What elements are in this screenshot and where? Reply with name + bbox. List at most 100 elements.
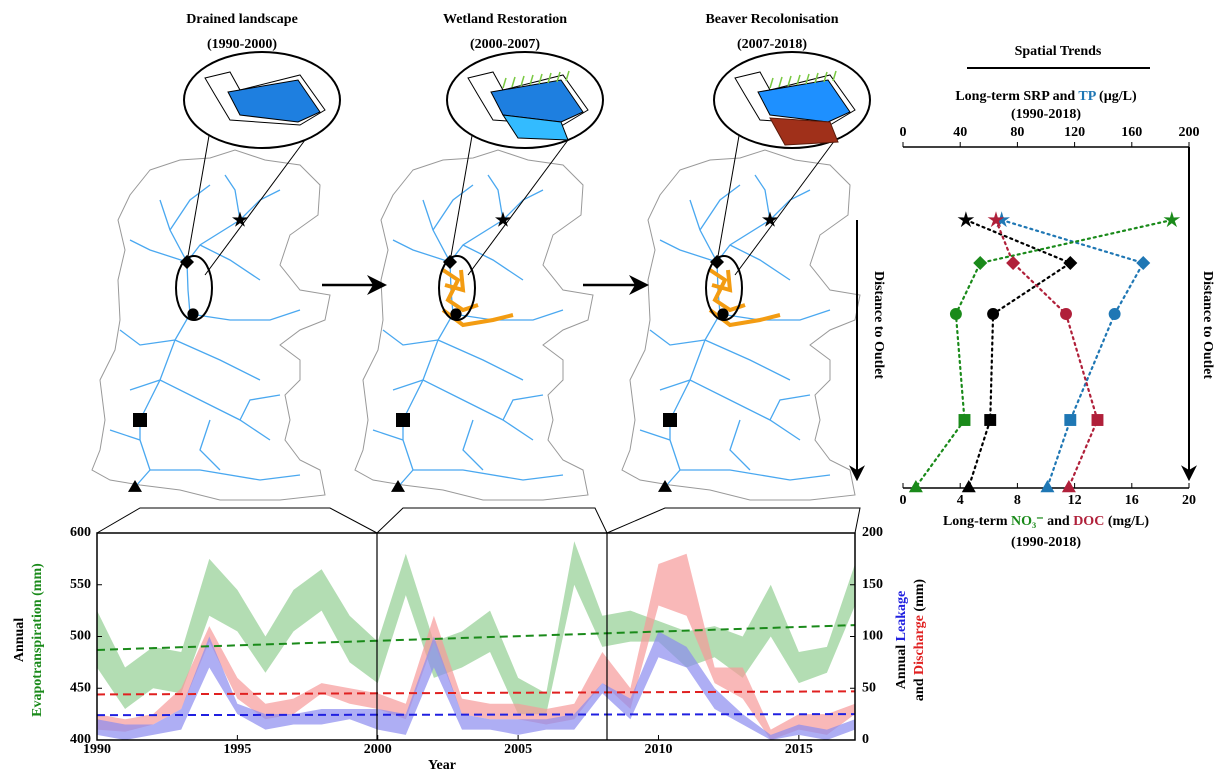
zoom-line (205, 140, 305, 275)
river (705, 340, 790, 380)
y-axis-label: Distance to Outlet (871, 271, 886, 379)
panel-period: (1990-2000) (207, 37, 277, 52)
river (463, 245, 523, 280)
point-diamond (1063, 256, 1077, 270)
y2-tick-label: 100 (862, 629, 883, 644)
x-tick-label: 2010 (644, 742, 672, 757)
connector (97, 508, 377, 533)
y2-axis-label-part: (mm) (912, 579, 927, 615)
river (730, 245, 790, 280)
river (423, 200, 450, 262)
x-tick-label: 0 (900, 493, 907, 508)
river (150, 470, 300, 480)
river (120, 330, 175, 345)
y2-tick-label: 150 (862, 577, 883, 592)
x2-axis-label-part: SRP (1023, 89, 1050, 104)
catchment-outline (92, 150, 330, 500)
point-circle (1109, 308, 1121, 320)
river (200, 245, 260, 280)
river (700, 185, 740, 230)
point-triangle (1040, 480, 1054, 492)
river (438, 340, 523, 380)
x-tick-label: 16 (1125, 493, 1139, 508)
river (423, 380, 533, 440)
river (640, 430, 670, 440)
point-star (958, 211, 975, 227)
river (770, 395, 810, 420)
river (680, 470, 830, 480)
river (650, 330, 705, 345)
x-axis-label-part: (mg/L) (1104, 514, 1149, 529)
point-square (959, 414, 971, 426)
x-axis-label: Long-term NO₃⁻ and DOC (mg/L) (943, 514, 1149, 529)
x2-axis-label-part: Long-term (955, 89, 1023, 104)
river (175, 340, 260, 380)
y-tick-label: 600 (70, 525, 91, 540)
y2-axis-label-part: Leakage (894, 591, 909, 642)
zoom-line (717, 130, 740, 262)
x2-axis-label-part: and (1049, 89, 1078, 104)
x2-axis-label-part: TP (1078, 89, 1096, 104)
river (240, 395, 280, 420)
x-tick-label: 8 (1014, 493, 1021, 508)
x-axis-label-part: DOC (1073, 514, 1104, 529)
point-circle (1060, 308, 1072, 320)
panel-title: Wetland Restoration (443, 12, 567, 27)
x2-tick-label: 80 (1010, 125, 1024, 140)
x2-tick-label: 200 (1179, 125, 1200, 140)
y2-axis-label: Distance to Outlet (1200, 271, 1215, 379)
point-star (1164, 211, 1181, 227)
site-square (396, 413, 410, 427)
time-series-chart: 4004505005506000501001502001990199520002… (12, 525, 927, 773)
river (690, 380, 800, 440)
x-axis-label: Year (428, 758, 456, 773)
x2-axis-label: Long-term SRP and TP (µg/L) (955, 89, 1137, 104)
panel-period: (2000-2007) (470, 37, 540, 52)
x-tick-label: 20 (1182, 493, 1196, 508)
x2-tick-label: 120 (1064, 125, 1085, 140)
river (503, 190, 543, 220)
y-axis-label-part: Evapotranspiration (mm) (30, 563, 45, 717)
river (413, 470, 563, 480)
river (170, 185, 210, 230)
panel-title: Drained landscape (186, 12, 298, 27)
y-axis-label: Evapotranspiration (mm) (30, 563, 45, 717)
point-square (1092, 414, 1104, 426)
river (160, 380, 270, 440)
point-circle (950, 308, 962, 320)
y2-tick-label: 200 (862, 525, 883, 540)
point-triangle (909, 480, 923, 492)
site-circle (187, 308, 198, 319)
river (160, 200, 187, 262)
x-tick-label: 2015 (785, 742, 813, 757)
x-tick-label: 2005 (504, 742, 532, 757)
y-tick-label: 550 (70, 577, 91, 592)
x-tick-label: 12 (1068, 493, 1082, 508)
river (770, 190, 810, 220)
y2-tick-label: 0 (862, 732, 869, 747)
zoom-line (450, 130, 473, 262)
river (755, 175, 770, 220)
x-axis-label-part: Long-term (943, 514, 1011, 529)
point-triangle (1062, 480, 1076, 492)
river (130, 240, 187, 262)
x-tick-label: 2000 (364, 742, 392, 757)
river (110, 430, 140, 440)
point-diamond (1136, 256, 1150, 270)
river (690, 200, 717, 262)
panel-period: (2007-2018) (737, 37, 807, 52)
site-circle (717, 308, 728, 319)
point-square (1064, 414, 1076, 426)
river (488, 175, 503, 220)
zoom-line (187, 130, 210, 262)
y-axis-label: Annual (12, 618, 27, 662)
site-circle (450, 308, 461, 319)
river (433, 185, 473, 230)
x-axis-label-part: and (1044, 514, 1074, 529)
x-tick-label: 1990 (83, 742, 111, 757)
y-tick-label: 450 (70, 680, 91, 695)
point-square (984, 414, 996, 426)
y-tick-label: 500 (70, 629, 91, 644)
river (660, 240, 717, 262)
